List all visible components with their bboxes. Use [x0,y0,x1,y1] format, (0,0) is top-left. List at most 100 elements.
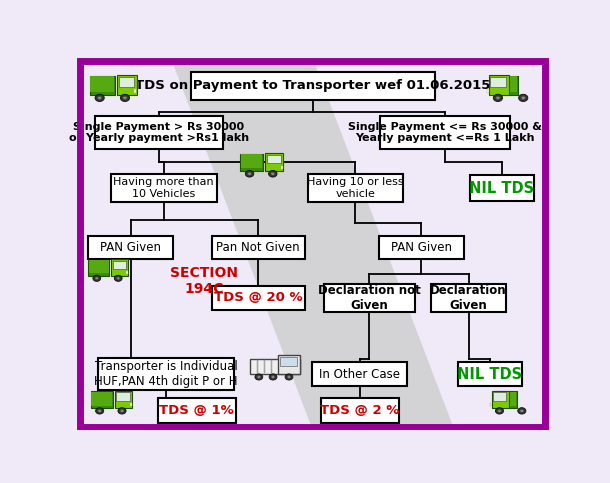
FancyBboxPatch shape [240,154,263,171]
FancyBboxPatch shape [134,89,136,93]
Circle shape [493,94,503,101]
FancyBboxPatch shape [212,236,304,259]
Polygon shape [171,58,454,430]
FancyBboxPatch shape [487,89,489,93]
Circle shape [518,94,528,101]
FancyBboxPatch shape [324,284,415,312]
Text: Having 10 or less
vehicle: Having 10 or less vehicle [307,177,403,199]
FancyBboxPatch shape [496,392,517,406]
Circle shape [98,96,102,99]
Circle shape [245,170,254,177]
FancyBboxPatch shape [379,236,464,259]
FancyBboxPatch shape [117,392,130,401]
Text: Having more than
10 Vehicles: Having more than 10 Vehicles [113,177,214,199]
FancyBboxPatch shape [264,360,265,373]
Circle shape [255,374,263,380]
Circle shape [271,376,274,378]
FancyBboxPatch shape [281,357,297,366]
Circle shape [114,275,122,282]
FancyBboxPatch shape [88,260,109,276]
FancyBboxPatch shape [98,358,234,390]
FancyBboxPatch shape [271,360,272,373]
Text: NIL TDS: NIL TDS [458,367,523,382]
FancyBboxPatch shape [492,391,509,408]
FancyBboxPatch shape [458,362,522,386]
Text: TDS @ 20 %: TDS @ 20 % [214,291,303,304]
Circle shape [98,410,101,412]
Text: PAN Given: PAN Given [100,241,161,254]
Circle shape [271,172,275,175]
Circle shape [521,96,525,99]
FancyBboxPatch shape [321,398,399,423]
FancyBboxPatch shape [265,153,284,171]
FancyBboxPatch shape [307,174,403,202]
FancyBboxPatch shape [111,174,217,202]
Text: Declaration not
Given: Declaration not Given [318,284,421,312]
Circle shape [498,410,501,412]
FancyBboxPatch shape [115,391,132,408]
FancyBboxPatch shape [95,116,223,149]
Text: Transporter is Individual
HUF,PAN 4th digit P or H: Transporter is Individual HUF,PAN 4th di… [95,360,238,388]
FancyBboxPatch shape [431,284,506,312]
FancyBboxPatch shape [495,391,517,408]
Circle shape [287,376,291,378]
FancyBboxPatch shape [92,392,112,406]
FancyBboxPatch shape [380,116,510,149]
FancyBboxPatch shape [490,77,506,86]
Circle shape [495,408,504,414]
FancyBboxPatch shape [117,75,137,95]
Text: Declaration
Given: Declaration Given [430,284,507,312]
FancyBboxPatch shape [89,260,109,273]
Circle shape [257,376,260,378]
FancyBboxPatch shape [250,359,300,374]
Text: Single Payment > Rs 30000
or Yearly payment >Rs1 lakh: Single Payment > Rs 30000 or Yearly paym… [69,122,249,143]
Text: PAN Given: PAN Given [391,241,452,254]
Text: TDS @ 1%: TDS @ 1% [159,404,234,417]
FancyBboxPatch shape [118,77,134,86]
Text: TDS on Payment to Transporter wef 01.06.2015: TDS on Payment to Transporter wef 01.06.… [135,79,490,92]
FancyBboxPatch shape [130,403,132,407]
Text: Single Payment <= Rs 30000 &
Yearly payment <=Rs 1 Lakh: Single Payment <= Rs 30000 & Yearly paym… [348,122,542,143]
Circle shape [269,374,277,380]
Circle shape [520,410,523,412]
Text: NIL TDS: NIL TDS [469,181,534,196]
FancyBboxPatch shape [267,155,281,163]
Circle shape [285,374,293,380]
Text: In Other Case: In Other Case [320,368,400,381]
Circle shape [518,408,526,414]
FancyBboxPatch shape [493,76,518,95]
FancyBboxPatch shape [490,403,491,407]
FancyBboxPatch shape [113,260,126,269]
Circle shape [248,172,251,175]
Circle shape [96,408,104,414]
FancyBboxPatch shape [489,75,509,95]
FancyBboxPatch shape [470,175,534,201]
FancyBboxPatch shape [278,355,300,374]
Text: SECTION
194C: SECTION 194C [170,266,238,296]
Circle shape [123,96,127,99]
Text: Pan Not Given: Pan Not Given [217,241,300,254]
FancyBboxPatch shape [257,360,258,373]
FancyBboxPatch shape [91,391,113,408]
FancyBboxPatch shape [212,285,304,310]
Circle shape [496,96,500,99]
Circle shape [117,277,120,280]
FancyBboxPatch shape [158,398,235,423]
FancyBboxPatch shape [494,76,517,92]
Circle shape [120,94,129,101]
FancyBboxPatch shape [312,362,407,386]
FancyBboxPatch shape [126,271,127,274]
Circle shape [268,170,277,177]
Circle shape [118,408,126,414]
Circle shape [93,275,101,282]
FancyBboxPatch shape [191,71,434,100]
Circle shape [95,94,104,101]
FancyBboxPatch shape [111,259,128,276]
Text: TDS @ 2 %: TDS @ 2 % [320,404,400,417]
FancyBboxPatch shape [492,392,506,401]
FancyBboxPatch shape [241,154,262,169]
Circle shape [120,410,124,412]
Circle shape [95,277,99,280]
FancyBboxPatch shape [88,236,173,259]
FancyBboxPatch shape [90,76,115,95]
